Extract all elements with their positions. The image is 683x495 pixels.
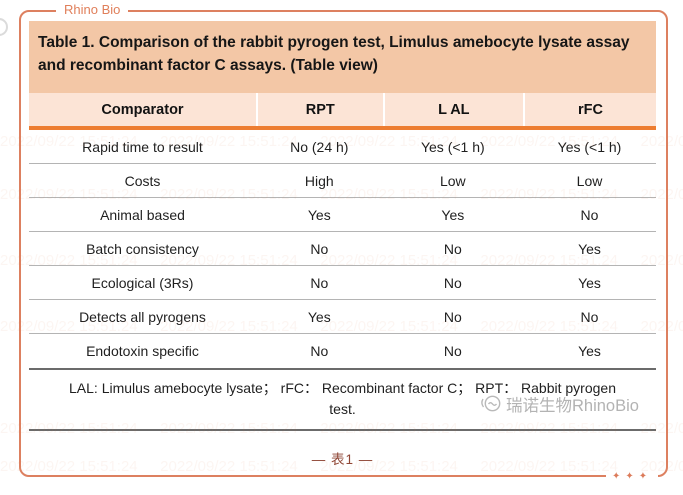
table-cell: Low [439,172,466,189]
header-cell-rpt: RPT [255,93,383,126]
table-cell: Endotoxin specific [86,343,199,359]
table-cell: No [310,274,329,291]
table-cell: Yes [307,308,331,325]
table-cell: Yes [578,274,601,291]
brand-label: Rhino Bio [56,2,129,17]
table-row: Rapid time to result No (24 h) Yes (<1 h… [29,130,656,164]
table-cell: No [443,274,462,291]
ellipsis-dots-icon: ✦✦✦ [606,471,659,483]
table-row: Costs High Low Low [29,164,656,198]
table-cell: No (24 h) [290,138,349,155]
header-cell-rfc: rFC [523,93,656,126]
table-cell: Yes [578,240,601,257]
table-cell: Costs [124,172,161,189]
table-cell: Yes (<1 h) [420,138,485,155]
table-cell: No [443,308,462,325]
figure-content: Table 1. Comparison of the rabbit pyroge… [29,21,656,468]
table-cell: No [580,206,599,223]
table-cell: High [304,172,334,189]
table-cell: Animal based [100,206,185,223]
table-row: Endotoxin specific No No Yes [29,334,656,368]
table-cell: Low [576,172,603,189]
table-row: Animal based Yes Yes No [29,198,656,232]
watermark: 瑞诺生物RhinoBio [479,392,639,416]
table-row: Detects all pyrogens Yes No No [29,300,656,334]
table-cell: No [310,343,329,359]
table-footnote: LAL: Limulus amebocyte lysate； rFC： Reco… [29,368,656,431]
table-row: Batch consistency No No Yes [29,232,656,266]
table-cell: No [580,308,599,325]
accent-divider [29,126,656,130]
header-cell-comparator: Comparator [101,101,184,118]
table-cell: Batch consistency [86,240,199,257]
table-header-row: Comparator RPT L AL rFC [29,93,656,126]
table-cell: No [310,240,329,257]
figure-caption: — 表1 — [311,452,374,467]
table-cell: No [443,240,462,257]
table-row: Ecological (3Rs) No No Yes [29,266,656,300]
watermark-text: 瑞诺生物RhinoBio [506,397,639,415]
table-cell: No [443,343,462,359]
table-body: Rapid time to result No (24 h) Yes (<1 h… [29,130,656,368]
table-cell: Yes [578,343,601,359]
table-cell: Rapid time to result [82,138,203,155]
table-cell: Yes (<1 h) [557,138,622,155]
table-cell: Yes [307,206,331,223]
decorative-frame [19,10,668,477]
table-cell: Detects all pyrogens [79,308,206,325]
table-title: Table 1. Comparison of the rabbit pyroge… [29,21,656,93]
rhinobio-logo-icon [481,395,501,412]
cropped-watermark-circle-icon [0,18,8,36]
table-cell: Ecological (3Rs) [91,274,194,291]
table-cell: Yes [441,206,465,223]
header-cell-lal: L AL [382,93,523,126]
